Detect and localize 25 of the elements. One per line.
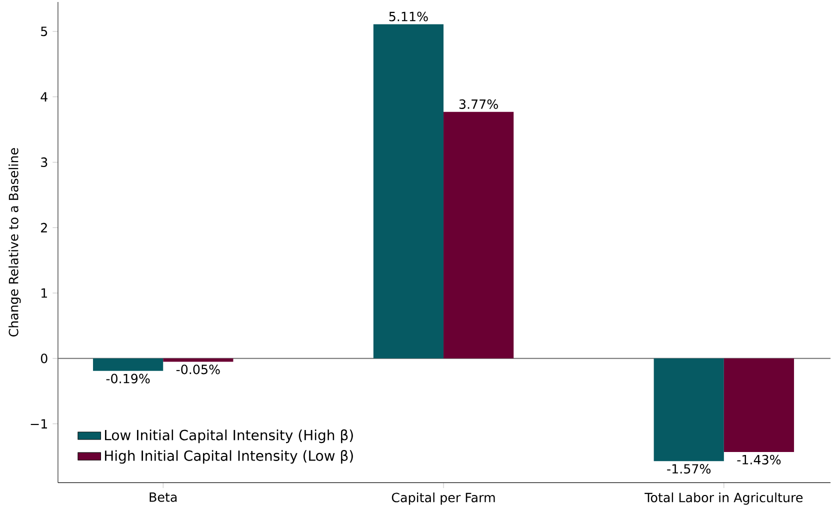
data-label: -0.05% — [176, 364, 220, 374]
x-tick-label: Capital per Farm — [392, 492, 495, 505]
data-label: -1.43% — [737, 454, 781, 464]
y-axis-title: Change Relative to a Baseline — [8, 148, 21, 337]
legend-label: High Initial Capital Intensity (Low β) — [105, 450, 353, 464]
y-tick-label: 5 — [41, 26, 48, 36]
y-tick-label: 4 — [40, 92, 48, 102]
y-tick-label: 2 — [41, 222, 47, 232]
x-tick-label: Total Labor in Agriculture — [644, 492, 803, 505]
bar — [163, 358, 234, 362]
bar — [444, 112, 514, 358]
y-tick-label: 3 — [41, 157, 48, 168]
bar — [373, 24, 444, 358]
data-label: 5.11% — [389, 12, 428, 22]
data-label: 3.77% — [459, 99, 498, 109]
bar — [93, 358, 164, 371]
y-tick-label: −1 — [30, 419, 47, 428]
y-tick-label: 0 — [40, 354, 48, 364]
x-tick-label: Beta — [150, 492, 177, 502]
y-tick-label: 1 — [42, 288, 47, 298]
data-label: -0.19% — [106, 374, 150, 384]
bar — [724, 358, 794, 452]
legend-label: Low Initial Capital Intensity (High β) — [105, 429, 353, 444]
bar — [654, 358, 724, 462]
data-label: -1.57% — [667, 464, 711, 474]
